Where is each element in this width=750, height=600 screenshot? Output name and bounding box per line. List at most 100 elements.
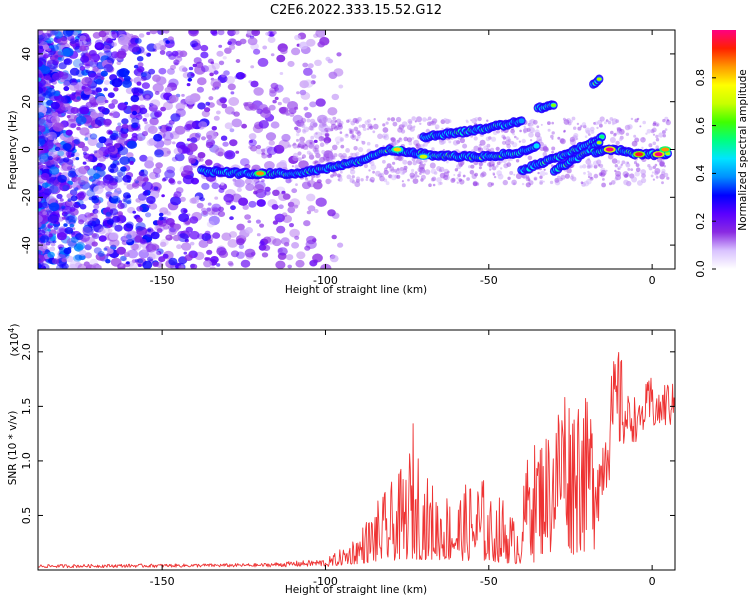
halo-blob	[332, 144, 338, 151]
halo-blob	[662, 134, 666, 138]
colorbar-tick-label: 0.6	[694, 117, 707, 135]
halo-blob	[409, 126, 415, 132]
noise-blob	[172, 234, 181, 242]
noise-blob	[154, 110, 163, 117]
halo-blob	[599, 116, 605, 122]
noise-blob	[180, 207, 188, 214]
noise-blob	[173, 191, 182, 198]
halo-blob	[651, 171, 655, 174]
noise-blob	[172, 141, 176, 145]
halo-blob	[373, 118, 376, 121]
noise-blob	[46, 30, 56, 37]
noise-blob	[175, 187, 184, 194]
noise-blob	[206, 207, 216, 215]
noise-blob	[186, 83, 191, 87]
halo-blob	[369, 176, 375, 183]
noise-blob	[277, 247, 288, 256]
noise-blob	[185, 95, 197, 105]
noise-blob	[59, 198, 64, 202]
noise-blob	[103, 44, 111, 51]
noise-blob	[68, 263, 79, 269]
halo-blob	[443, 171, 449, 178]
noise-blob	[38, 125, 46, 133]
noise-blob	[130, 104, 139, 112]
halo-blob	[297, 157, 302, 162]
halo-blob	[625, 132, 630, 136]
noise-blob	[189, 241, 195, 246]
noise-blob	[201, 65, 209, 73]
noise-blob	[298, 41, 309, 50]
noise-blob	[75, 90, 81, 96]
noise-blob	[207, 239, 213, 245]
halo-blob	[523, 125, 526, 128]
halo-blob	[353, 146, 358, 151]
noise-blob	[136, 56, 144, 62]
halo-blob	[326, 130, 329, 133]
noise-blob	[255, 219, 261, 224]
noise-blob	[196, 202, 204, 209]
noise-blob	[188, 105, 193, 110]
noise-blob	[262, 107, 271, 114]
halo-blob	[473, 145, 480, 152]
noise-blob	[120, 132, 128, 139]
noise-blob	[139, 169, 149, 177]
halo-blob	[295, 127, 302, 134]
halo-blob	[641, 146, 644, 149]
noise-blob	[117, 211, 123, 217]
noise-blob	[78, 63, 84, 67]
halo-blob	[355, 151, 360, 156]
noise-blob	[135, 180, 139, 184]
noise-blob	[39, 235, 50, 243]
halo-blob	[319, 142, 325, 147]
noise-blob	[166, 235, 170, 239]
noise-blob	[106, 219, 114, 225]
noise-blob	[122, 79, 132, 88]
noise-blob	[112, 111, 121, 119]
noise-blob	[97, 112, 105, 118]
noise-blob	[268, 104, 276, 111]
noise-blob	[109, 168, 115, 173]
noise-blob	[152, 261, 159, 267]
noise-blob	[49, 166, 60, 175]
noise-blob	[115, 128, 119, 132]
halo-blob	[369, 125, 374, 130]
noise-blob	[214, 196, 219, 200]
halo-blob	[654, 163, 658, 167]
noise-blob	[92, 32, 101, 39]
noise-blob	[250, 80, 259, 88]
noise-blob	[48, 210, 53, 214]
noise-blob	[248, 200, 257, 208]
noise-blob	[46, 37, 54, 44]
noise-blob	[57, 57, 62, 61]
noise-blob	[81, 83, 92, 92]
halo-blob	[466, 177, 470, 182]
noise-blob	[78, 254, 86, 261]
noise-blob	[278, 139, 290, 149]
halo-blob	[465, 119, 468, 122]
halo-blob	[317, 159, 322, 165]
noise-blob	[272, 220, 278, 225]
halo-blob	[551, 146, 556, 151]
noise-blob	[47, 131, 57, 141]
halo-blob	[652, 141, 657, 146]
halo-blob	[489, 164, 492, 168]
halo-blob	[390, 174, 397, 181]
noise-blob	[197, 152, 206, 159]
noise-blob	[69, 206, 76, 212]
noise-blob	[95, 78, 104, 85]
halo-blob	[557, 136, 561, 140]
noise-blob	[223, 193, 234, 203]
halo-blob	[666, 119, 670, 122]
halo-blob	[430, 168, 437, 174]
noise-blob	[278, 107, 287, 114]
noise-blob	[202, 210, 208, 215]
noise-blob	[204, 230, 211, 236]
noise-blob	[108, 130, 113, 135]
halo-blob	[456, 181, 459, 184]
noise-blob	[211, 62, 220, 70]
noise-blob	[38, 30, 43, 36]
halo-blob	[611, 158, 618, 164]
noise-blob	[81, 225, 92, 234]
halo-blob	[344, 133, 349, 138]
halo-blob	[366, 127, 370, 131]
